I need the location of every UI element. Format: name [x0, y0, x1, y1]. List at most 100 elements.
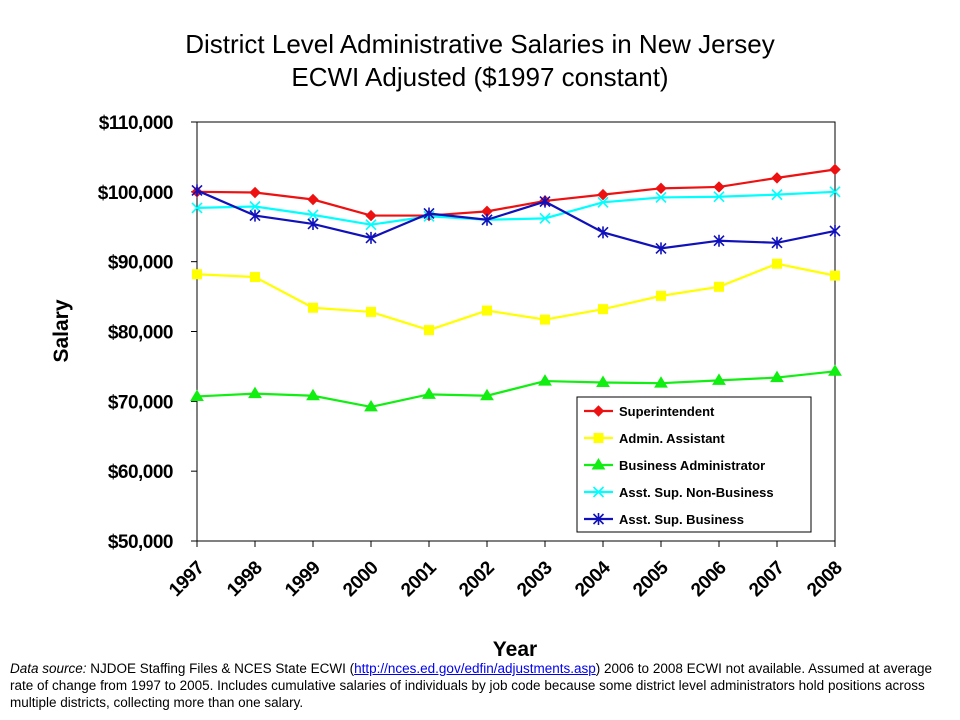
y-tick-label: $90,000: [108, 253, 173, 274]
x-tick-label: 2003: [513, 558, 556, 601]
data-point: [597, 196, 609, 208]
legend-item: Asst. Sup. Non-Business: [584, 485, 774, 500]
data-point: [365, 231, 377, 244]
data-point: [249, 209, 261, 222]
x-tick-label: 2000: [339, 558, 382, 601]
data-point: [306, 388, 320, 401]
legend-swatch-marker: [592, 405, 605, 417]
legend-label: Business Administrator: [619, 458, 765, 473]
data-point: [655, 242, 667, 255]
legend-item: Business Administrator: [584, 458, 765, 473]
line-chart: $50,000 $60,000 $70,000 $80,000 $90,000 $100,…: [50, 113, 847, 660]
data-point: [423, 207, 435, 220]
series-line: [196, 168, 836, 217]
data-point: [713, 234, 725, 247]
series-line: [196, 262, 836, 332]
data-point: [308, 302, 318, 313]
data-point: [538, 374, 552, 386]
chart-title-line1: District Level Administrative Salaries i…: [185, 29, 775, 59]
data-point: [481, 213, 493, 226]
data-point: [597, 188, 609, 201]
y-tick-label: $100,000: [98, 183, 173, 204]
x-axis-label: Year: [493, 638, 537, 660]
data-point: [307, 193, 319, 206]
y-tick-label: $50,000: [108, 532, 173, 553]
x-axis: 1997 1998 1999 2000 2001 2002 2003 2004 2005 2006…: [165, 541, 847, 601]
data-point: [654, 376, 668, 388]
data-point: [480, 388, 494, 401]
legend-swatch-marker: [591, 458, 606, 470]
data-point: [365, 209, 377, 222]
data-point: [249, 200, 261, 213]
data-point: [364, 399, 378, 412]
data-point: [307, 217, 319, 230]
data-point: [540, 314, 550, 325]
x-tick-label: 2006: [687, 558, 730, 601]
series-admin-assistant: [192, 258, 840, 336]
legend-swatch-marker: [593, 433, 604, 443]
data-point: [770, 370, 784, 383]
legend-item: Admin. Assistant: [584, 431, 725, 446]
series-business-administrator: [190, 364, 842, 412]
y-tick-label: $60,000: [108, 462, 173, 483]
data-point: [655, 191, 667, 203]
x-tick-label: 1999: [281, 558, 324, 601]
data-point: [714, 281, 724, 292]
legend-label: Asst. Sup. Non-Business: [619, 485, 774, 500]
legend-label: Admin. Assistant: [619, 431, 725, 446]
legend-item: Superintendent: [584, 404, 715, 419]
x-tick-label: 2008: [803, 558, 846, 601]
data-point: [771, 189, 783, 201]
x-tick-label: 2002: [455, 558, 498, 601]
data-point: [713, 181, 725, 193]
data-point: [192, 269, 202, 280]
legend-label: Asst. Sup. Business: [619, 512, 744, 527]
y-axis-label: Salary: [50, 299, 73, 362]
data-point: [307, 209, 319, 221]
data-point: [539, 212, 551, 224]
legend-item: Asst. Sup. Business: [584, 512, 744, 527]
data-point: [248, 386, 262, 399]
data-point: [828, 364, 842, 376]
legend-label: Superintendent: [619, 404, 715, 419]
x-tick-label: 2004: [571, 557, 615, 601]
data-point: [713, 191, 725, 203]
data-point: [482, 305, 492, 316]
data-point: [829, 186, 841, 198]
x-tick-label: 1998: [223, 558, 266, 601]
footnote-source-text: NJDOE Staffing Files & NCES State ECWI (: [86, 661, 355, 676]
data-point: [539, 195, 551, 208]
legend-swatch-marker: [592, 486, 605, 498]
footnote-source-label: Data source:: [10, 661, 87, 676]
data-point: [830, 270, 840, 281]
data-point: [366, 306, 376, 317]
data-point: [249, 186, 261, 199]
data-point: [596, 375, 610, 387]
data-point: [656, 290, 666, 301]
data-point: [829, 163, 841, 176]
footnote-link[interactable]: http://nces.ed.gov/edfin/adjustments.asp: [354, 661, 596, 676]
data-point: [598, 304, 608, 315]
x-tick-label: 2007: [745, 558, 788, 601]
x-tick-label: 2005: [629, 557, 673, 601]
data-point: [424, 325, 434, 336]
data-point: [712, 373, 726, 385]
y-tick-label: $110,000: [99, 113, 173, 134]
legend: Superintendent Admin. Assistant Business A…: [576, 396, 812, 533]
data-point: [771, 172, 783, 184]
data-point: [422, 387, 436, 399]
data-point: [191, 184, 203, 197]
series-line: [196, 370, 836, 409]
y-tick-label: $70,000: [108, 392, 173, 413]
data-point: [771, 236, 783, 249]
data-point: [250, 272, 260, 283]
data-point: [772, 258, 782, 269]
chart-title: District Level Administrative Salaries i…: [0, 28, 960, 94]
data-point: [829, 224, 841, 237]
footnote: Data source: NJDOE Staffing Files & NCES…: [10, 660, 950, 711]
series-line: [196, 190, 836, 226]
data-point: [190, 389, 204, 401]
data-point: [191, 202, 203, 214]
y-tick-label: $80,000: [108, 323, 173, 344]
data-point: [655, 182, 667, 195]
